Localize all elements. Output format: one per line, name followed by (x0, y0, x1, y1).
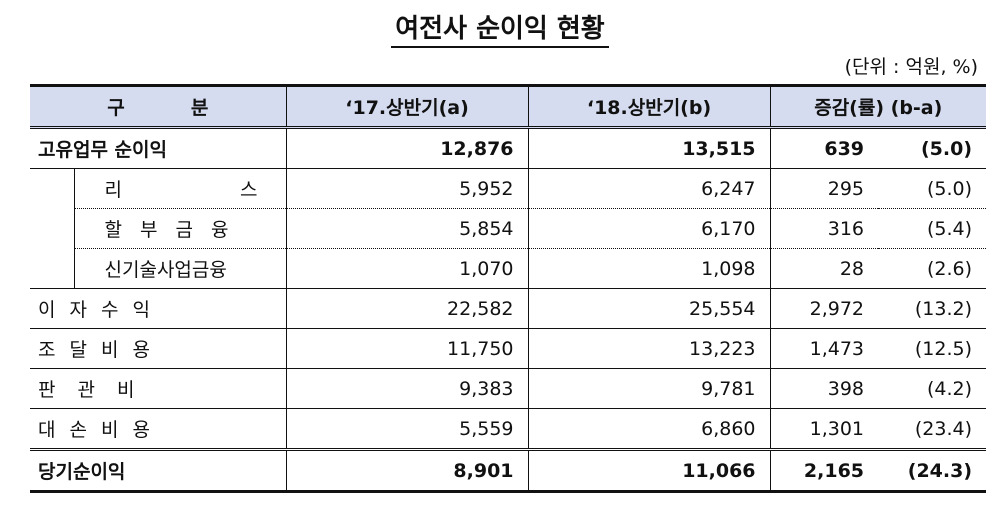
value-a: 8,901 (285, 448, 529, 493)
row-label: 이 자 수 익 (30, 288, 287, 329)
header-row: 구 분 ‘17.상반기(a) ‘18.상반기(b) 증감(률) (b-a) (30, 84, 987, 129)
table-row-total: 당기순이익 8,901 11,066 2,165 (24.3) (30, 448, 987, 493)
table-row: 할 부 금 융 5,854 6,170 316 (5.4) (30, 208, 987, 249)
row-label: 고유업무 순이익 (30, 127, 287, 169)
value-rate: (2.6) (878, 248, 987, 289)
row-label-left: 리 (104, 179, 122, 201)
value-a: 5,952 (285, 168, 529, 209)
value-diff: 1,473 (769, 328, 879, 369)
indent-spacer (30, 248, 74, 289)
value-b: 1,098 (527, 248, 771, 289)
value-diff: 639 (769, 127, 879, 169)
value-diff: 398 (769, 368, 879, 409)
value-a: 22,582 (285, 288, 529, 329)
document-title-text: 여전사 순이익 현황 (391, 14, 609, 48)
row-label-right: 스 (240, 179, 258, 201)
row-label: 판 관 비 (30, 368, 287, 409)
value-a: 5,854 (285, 208, 529, 249)
row-label: 신기술사업금융 (73, 248, 287, 289)
row-label: 당기순이익 (30, 448, 287, 493)
value-rate: (23.4) (878, 408, 987, 450)
row-label: 대 손 비 용 (30, 408, 287, 450)
value-diff: 1,301 (769, 408, 879, 450)
row-label: 할 부 금 융 (73, 208, 287, 249)
net-income-table: 구 분 ‘17.상반기(a) ‘18.상반기(b) 증감(률) (b-a) 고유… (30, 84, 987, 493)
value-rate: (24.3) (878, 448, 987, 493)
value-a: 1,070 (285, 248, 529, 289)
value-rate: (13.2) (878, 288, 987, 329)
value-diff: 28 (769, 248, 879, 289)
table-row: 신기술사업금융 1,070 1,098 28 (2.6) (30, 248, 987, 289)
header-category: 구 분 (30, 84, 287, 129)
value-b: 13,515 (527, 127, 771, 169)
table-row: 판 관 비 9,383 9,781 398 (4.2) (30, 368, 987, 409)
header-2017-h1: ‘17.상반기(a) (285, 84, 529, 129)
value-b: 6,860 (527, 408, 771, 450)
value-rate: (4.2) (878, 368, 987, 409)
value-rate: (12.5) (878, 328, 987, 369)
indent-spacer (30, 209, 74, 249)
value-diff: 295 (769, 168, 879, 209)
value-diff: 316 (769, 208, 879, 249)
table-row: 고유업무 순이익 12,876 13,515 639 (5.0) (30, 127, 987, 169)
value-b: 9,781 (527, 368, 771, 409)
value-rate: (5.4) (878, 208, 987, 249)
value-b: 11,066 (527, 448, 771, 493)
row-label: 조 달 비 용 (30, 328, 287, 369)
value-a: 5,559 (285, 408, 529, 450)
value-b: 6,170 (527, 208, 771, 249)
table-row: 대 손 비 용 5,559 6,860 1,301 (23.4) (30, 408, 987, 450)
value-diff: 2,165 (769, 448, 879, 493)
unit-note: (단위 : 억원, %) (844, 56, 978, 78)
table-row: 조 달 비 용 11,750 13,223 1,473 (12.5) (30, 328, 987, 369)
value-rate: (5.0) (878, 168, 987, 209)
indent-spacer (30, 169, 74, 209)
value-b: 13,223 (527, 328, 771, 369)
value-diff: 2,972 (769, 288, 879, 329)
value-a: 12,876 (285, 127, 529, 169)
document-title: 여전사 순이익 현황 (0, 8, 1000, 48)
header-2018-h1: ‘18.상반기(b) (527, 84, 771, 129)
value-a: 11,750 (285, 328, 529, 369)
header-change: 증감(률) (b-a) (769, 84, 987, 129)
value-b: 25,554 (527, 288, 771, 329)
value-a: 9,383 (285, 368, 529, 409)
value-b: 6,247 (527, 168, 771, 209)
table-row: 이 자 수 익 22,582 25,554 2,972 (13.2) (30, 288, 987, 329)
value-rate: (5.0) (878, 127, 987, 169)
